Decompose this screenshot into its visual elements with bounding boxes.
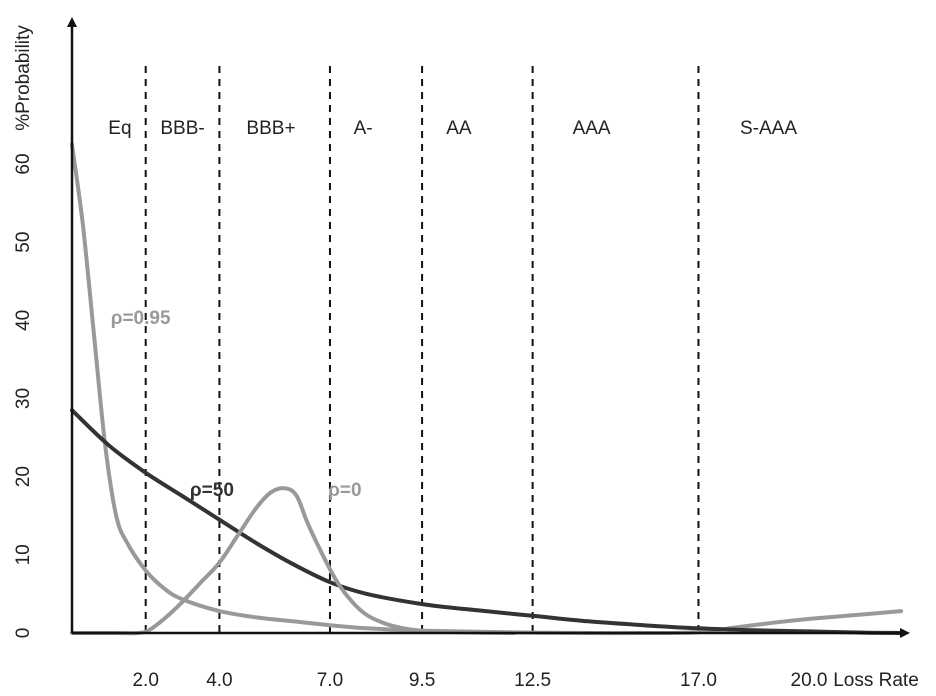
x-tick-label: 17.0 bbox=[680, 670, 717, 691]
tranche-label-background bbox=[571, 114, 613, 140]
tranche-label-background bbox=[104, 114, 135, 140]
x-tick-label: 4.0 bbox=[206, 670, 232, 691]
y-tick-label: 60 bbox=[13, 153, 34, 174]
curve-label-0: ρ=0.95 bbox=[111, 308, 171, 329]
tranche-label-5: AAA bbox=[573, 118, 611, 139]
y-tick-label: 0 bbox=[13, 628, 34, 639]
x-tick-label: 2.0 bbox=[132, 670, 158, 691]
tranche-label-background bbox=[443, 114, 474, 140]
tranche-label-1: BBB- bbox=[160, 118, 204, 139]
tranche-boundary-lines bbox=[144, 66, 700, 633]
series-curve-1 bbox=[70, 408, 904, 635]
tranche-label-4: AA bbox=[446, 118, 472, 139]
curve-labels: ρ=0.95 ρ=50 ρ=0 bbox=[111, 308, 362, 501]
y-tick-label: 10 bbox=[13, 544, 34, 565]
y-tick-labels: 0 10 20 30 40 50 60 bbox=[13, 153, 34, 638]
y-axis-title: %Probability bbox=[13, 25, 34, 131]
tranche-label-background bbox=[244, 114, 297, 140]
tranche-label-3: A- bbox=[354, 118, 373, 139]
x-tick-label: 20.0 bbox=[791, 670, 828, 691]
y-tick-label: 40 bbox=[13, 310, 34, 331]
tranche-labels: Eq BBB- BBB+ A- AA AAA S-AAA bbox=[104, 114, 800, 140]
series-curve-2 bbox=[70, 486, 517, 636]
x-tick-label: 7.0 bbox=[317, 670, 343, 691]
tranche-label-6: S-AAA bbox=[740, 118, 797, 139]
tranche-label-0: Eq bbox=[108, 118, 131, 139]
tranche-label-background bbox=[348, 114, 379, 140]
tranche-label-background bbox=[736, 114, 800, 140]
curve-label-1: ρ=50 bbox=[190, 480, 234, 501]
series-curves bbox=[70, 142, 904, 636]
y-tick-label: 30 bbox=[13, 388, 34, 409]
curve-label-2: ρ=0 bbox=[328, 480, 361, 501]
x-axis-title: Loss Rate bbox=[833, 670, 919, 691]
series-curve-0 bbox=[70, 142, 904, 636]
y-tick-label: 50 bbox=[13, 232, 34, 253]
tranche-label-2: BBB+ bbox=[246, 118, 295, 139]
tranche-label-background bbox=[156, 114, 209, 140]
x-tick-labels: 2.0 4.0 7.0 9.5 12.5 17.0 20.0 bbox=[132, 670, 827, 691]
x-tick-label: 12.5 bbox=[514, 670, 551, 691]
y-tick-label: 20 bbox=[13, 466, 34, 487]
x-tick-label: 9.5 bbox=[409, 670, 435, 691]
